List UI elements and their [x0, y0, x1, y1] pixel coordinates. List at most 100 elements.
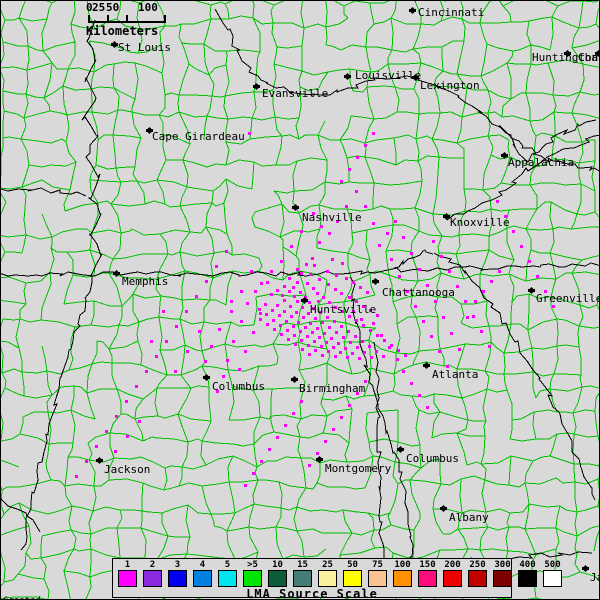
lma-source-point: [299, 330, 302, 333]
legend-entry-swatch[interactable]: [418, 570, 437, 587]
legend-entry[interactable]: 250: [465, 560, 490, 587]
lma-source-point: [482, 290, 485, 293]
lma-source-point: [337, 342, 340, 345]
legend-entry-swatch[interactable]: [243, 570, 262, 587]
legend-entry-swatch[interactable]: [518, 570, 537, 587]
legend-entry-swatch[interactable]: [343, 570, 362, 587]
legend-entry[interactable]: 2: [140, 560, 165, 587]
lma-source-point: [348, 404, 351, 407]
lma-source-point: [264, 303, 267, 306]
lma-source-point: [313, 340, 316, 343]
legend-entry[interactable]: 1: [115, 560, 140, 587]
lma-source-point: [280, 333, 283, 336]
lma-source-point: [356, 346, 359, 349]
lma-source-point: [321, 354, 324, 357]
legend-entry[interactable]: 100: [390, 560, 415, 587]
created-label: Created: [3, 596, 106, 600]
lma-source-point: [300, 230, 303, 233]
lma-source-point: [290, 315, 293, 318]
lma-source-point: [327, 283, 330, 286]
legend-entry-swatch[interactable]: [118, 570, 137, 587]
legend-entry-swatch[interactable]: [443, 570, 462, 587]
legend-entry-swatch[interactable]: [218, 570, 237, 587]
lma-source-point: [382, 355, 385, 358]
legend-entry-label: 2: [149, 560, 156, 570]
lma-source-point: [259, 312, 262, 315]
legend-entry[interactable]: 4: [190, 560, 215, 587]
lma-source-point: [376, 314, 379, 317]
legend-entry[interactable]: 3: [165, 560, 190, 587]
lma-source-point: [352, 310, 355, 313]
legend-entry-swatch[interactable]: [168, 570, 187, 587]
lma-source-point: [216, 390, 219, 393]
legend-entry[interactable]: 50: [340, 560, 365, 587]
lma-source-point: [280, 260, 283, 263]
lma-source-point: [324, 440, 327, 443]
lma-source-point: [358, 357, 361, 360]
legend-entry[interactable]: 400: [515, 560, 540, 587]
legend-entry[interactable]: 150: [415, 560, 440, 587]
lma-source-point: [296, 300, 299, 303]
legend-entry-label: >5: [247, 560, 258, 570]
legend-entry-swatch[interactable]: [143, 570, 162, 587]
legend-entry-swatch[interactable]: [393, 570, 412, 587]
legend-entry[interactable]: 300: [490, 560, 515, 587]
legend-entry-swatch[interactable]: [543, 570, 562, 587]
legend-entry[interactable]: 15: [290, 560, 315, 587]
lma-source-point: [496, 200, 499, 203]
lma-source-point: [307, 312, 310, 315]
legend-entry-swatch[interactable]: [468, 570, 487, 587]
legend-entry-swatch[interactable]: [293, 570, 312, 587]
legend-entry-label: 5: [224, 560, 231, 570]
legend-entry[interactable]: 5: [215, 560, 240, 587]
lma-source-point: [250, 270, 253, 273]
legend-entry-swatch[interactable]: [193, 570, 212, 587]
lma-source-point: [364, 144, 367, 147]
lma-source-point: [175, 325, 178, 328]
legend-entry-swatch[interactable]: [368, 570, 387, 587]
lma-source-point: [332, 346, 335, 349]
lma-source-point: [95, 445, 98, 448]
lma-source-point: [339, 351, 342, 354]
legend-swatch-row: 1 2 3 4 5 >5 10 15 25 50 75 100 150 200 250 300 400 500: [115, 560, 565, 587]
lma-source-point: [300, 400, 303, 403]
lma-source-point: [544, 290, 547, 293]
lma-source-point: [174, 370, 177, 373]
legend-entry[interactable]: 200: [440, 560, 465, 587]
lma-source-point: [215, 265, 218, 268]
scale-tick-50: 50: [106, 1, 120, 14]
lma-source-point: [319, 311, 322, 314]
legend-entry[interactable]: >5: [240, 560, 265, 587]
legend-entry-swatch[interactable]: [493, 570, 512, 587]
lma-source-point: [406, 290, 409, 293]
lma-source-point: [244, 484, 247, 487]
lma-source-point: [336, 220, 339, 223]
legend-entry[interactable]: 25: [315, 560, 340, 587]
lma-source-point: [552, 305, 555, 308]
lma-source-point: [342, 336, 345, 339]
lma-source-point: [308, 301, 311, 304]
lma-source-point: [458, 348, 461, 351]
legend-entry-swatch[interactable]: [318, 570, 337, 587]
lma-source-point: [372, 132, 375, 135]
legend-entry[interactable]: 10: [265, 560, 290, 587]
scale-rule: [88, 15, 166, 23]
lma-source-point: [340, 416, 343, 419]
lma-source-point: [292, 325, 295, 328]
lma-source-point: [440, 255, 443, 258]
lma-source-point: [335, 274, 338, 277]
legend-entry[interactable]: 500: [540, 560, 565, 587]
legend-entry-swatch[interactable]: [268, 570, 287, 587]
lma-source-point: [366, 291, 369, 294]
lma-source-point: [370, 356, 373, 359]
lma-source-scale-legend[interactable]: 1 2 3 4 5 >5 10 15 25 50 75 100 150 200 250 300 400 500 L…: [112, 558, 562, 600]
lma-source-point: [304, 326, 307, 329]
legend-entry[interactable]: 75: [365, 560, 390, 587]
lma-source-point: [293, 295, 296, 298]
lma-source-point: [332, 428, 335, 431]
lma-source-point: [210, 345, 213, 348]
lma-source-point: [410, 252, 413, 255]
lma-source-point: [278, 314, 281, 317]
lma-source-point: [300, 272, 303, 275]
